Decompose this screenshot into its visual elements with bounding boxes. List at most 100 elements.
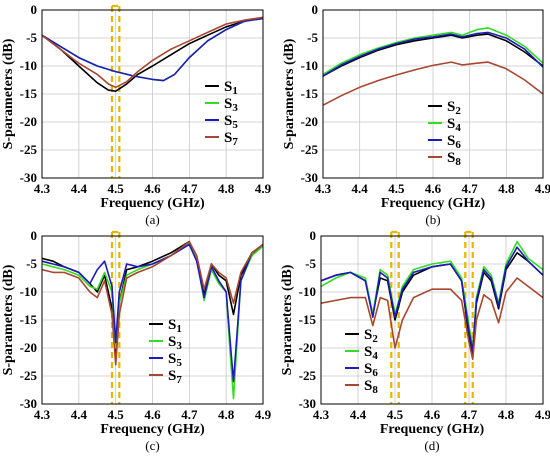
panel-d: 4.3 4.4 4.5 4.6 4.7 4.8 4.9 0 -5 -10 -15 -20 -25 -30 F… — [280, 228, 550, 453]
y-tick-label: -15 — [20, 312, 38, 327]
legend-label: S4 — [447, 116, 461, 134]
x-tick-label: 4.4 — [71, 407, 88, 422]
y-tick-label: -20 — [20, 340, 37, 355]
panel-label: (c) — [145, 438, 159, 453]
series-line-s8 — [322, 61, 544, 106]
legend-label: S5 — [168, 351, 182, 369]
x-tick-label: 4.5 — [108, 407, 125, 422]
y-tick-label: -5 — [305, 256, 316, 271]
y-tick-label: -25 — [301, 142, 319, 157]
y-tick-label: 0 — [310, 228, 317, 243]
y-tick-label: -10 — [20, 58, 37, 73]
series-line-s5 — [41, 243, 264, 383]
x-tick-label: 4.5 — [388, 181, 405, 196]
legend-label: S1 — [224, 79, 238, 97]
y-tick-label: -25 — [20, 142, 38, 157]
x-tick-label: 4.9 — [255, 181, 272, 196]
x-axis-label: Frequency (GHz) — [380, 422, 485, 437]
legend-label: S1 — [168, 317, 182, 335]
legend-label: S7 — [224, 130, 238, 148]
series-line-s6 — [322, 31, 544, 77]
x-tick-label: 4.3 — [34, 407, 51, 422]
y-tick-label: -10 — [299, 284, 316, 299]
panel-c: 4.3 4.4 4.5 4.6 4.7 4.8 4.9 0 -5 -10 -15 -20 -25 -30 F… — [1, 228, 272, 453]
panel-a: 4.3 4.4 4.5 4.6 4.7 4.8 4.9 0 -5 -10 -15 -20 -25 -30 F… — [1, 2, 272, 227]
x-tick-label: 4.6 — [144, 407, 161, 422]
x-tick-label: 4.9 — [535, 407, 550, 422]
legend-label: S5 — [224, 113, 238, 131]
y-tick-label: -30 — [299, 396, 316, 411]
x-tick-label: 4.5 — [387, 407, 404, 422]
y-tick-label: -10 — [301, 58, 318, 73]
y-tick-label: -20 — [299, 340, 316, 355]
x-tick-label: 4.5 — [108, 181, 125, 196]
x-axis-label: Frequency (GHz) — [100, 196, 205, 211]
x-tick-label: 4.8 — [218, 181, 235, 196]
panel-label: (d) — [424, 438, 439, 453]
y-tick-label: -25 — [20, 368, 38, 383]
x-tick-label: 4.7 — [181, 181, 198, 196]
x-tick-label: 4.9 — [255, 407, 272, 422]
x-tick-label: 4.7 — [461, 407, 478, 422]
series-line-s1 — [41, 17, 264, 92]
legend-label: S2 — [447, 99, 461, 117]
y-tick-label: -30 — [20, 396, 37, 411]
panel-label: (a) — [145, 212, 159, 227]
y-tick-label: -25 — [299, 368, 317, 383]
series-line-s4 — [322, 27, 544, 76]
legend-label: S4 — [364, 344, 378, 362]
legend-label: S6 — [447, 133, 461, 151]
legend-label: S3 — [168, 334, 182, 352]
y-tick-label: -15 — [20, 86, 38, 101]
y-tick-label: -5 — [307, 30, 318, 45]
series-line-s6 — [320, 246, 544, 352]
x-tick-label: 4.6 — [425, 181, 442, 196]
y-tick-label: -5 — [26, 30, 37, 45]
y-tick-label: -30 — [20, 170, 37, 185]
x-tick-label: 4.4 — [350, 407, 367, 422]
legend-label: S2 — [364, 327, 378, 345]
x-axis-label: Frequency (GHz) — [100, 422, 205, 437]
legend-label: S6 — [364, 361, 378, 379]
plot-frame — [41, 9, 264, 179]
x-tick-label: 4.4 — [71, 181, 88, 196]
x-tick-label: 4.3 — [313, 407, 330, 422]
panel-b: 4.3 4.4 4.5 4.6 4.7 4.8 4.9 0 -5 -10 -15 -20 -25 -30 F… — [282, 2, 550, 227]
x-tick-label: 4.8 — [498, 407, 515, 422]
y-tick-label: -15 — [301, 86, 319, 101]
y-axis-label: S-parameters (dB) — [282, 38, 297, 149]
x-axis-label: Frequency (GHz) — [381, 196, 486, 211]
series-line-s8 — [320, 277, 544, 361]
series-line-s7 — [41, 16, 264, 89]
x-tick-label: 4.3 — [315, 181, 332, 196]
y-tick-label: 0 — [31, 228, 38, 243]
y-tick-label: 0 — [312, 2, 319, 17]
legend-label: S8 — [364, 378, 378, 396]
series-line-s5 — [41, 17, 264, 82]
x-tick-label: 4.6 — [144, 181, 161, 196]
y-axis-label: S-parameters (dB) — [280, 264, 295, 375]
plot-frame — [320, 235, 544, 405]
y-axis-label: S-parameters (dB) — [1, 38, 16, 149]
legend-label: S7 — [168, 368, 182, 386]
panel-label: (b) — [425, 212, 440, 227]
y-tick-label: -5 — [26, 256, 37, 271]
x-tick-label: 4.7 — [181, 407, 198, 422]
legend-label: S3 — [224, 96, 238, 114]
plot-frame — [322, 9, 544, 179]
y-tick-label: 0 — [31, 2, 38, 17]
series-line-s7 — [41, 240, 264, 366]
y-tick-label: -20 — [20, 114, 37, 129]
series-line-s2 — [322, 33, 544, 77]
y-tick-label: -10 — [20, 284, 37, 299]
y-tick-label: -20 — [301, 114, 318, 129]
y-tick-label: -30 — [301, 170, 318, 185]
x-tick-label: 4.8 — [218, 407, 235, 422]
y-tick-label: -15 — [299, 312, 317, 327]
x-tick-label: 4.7 — [462, 181, 479, 196]
